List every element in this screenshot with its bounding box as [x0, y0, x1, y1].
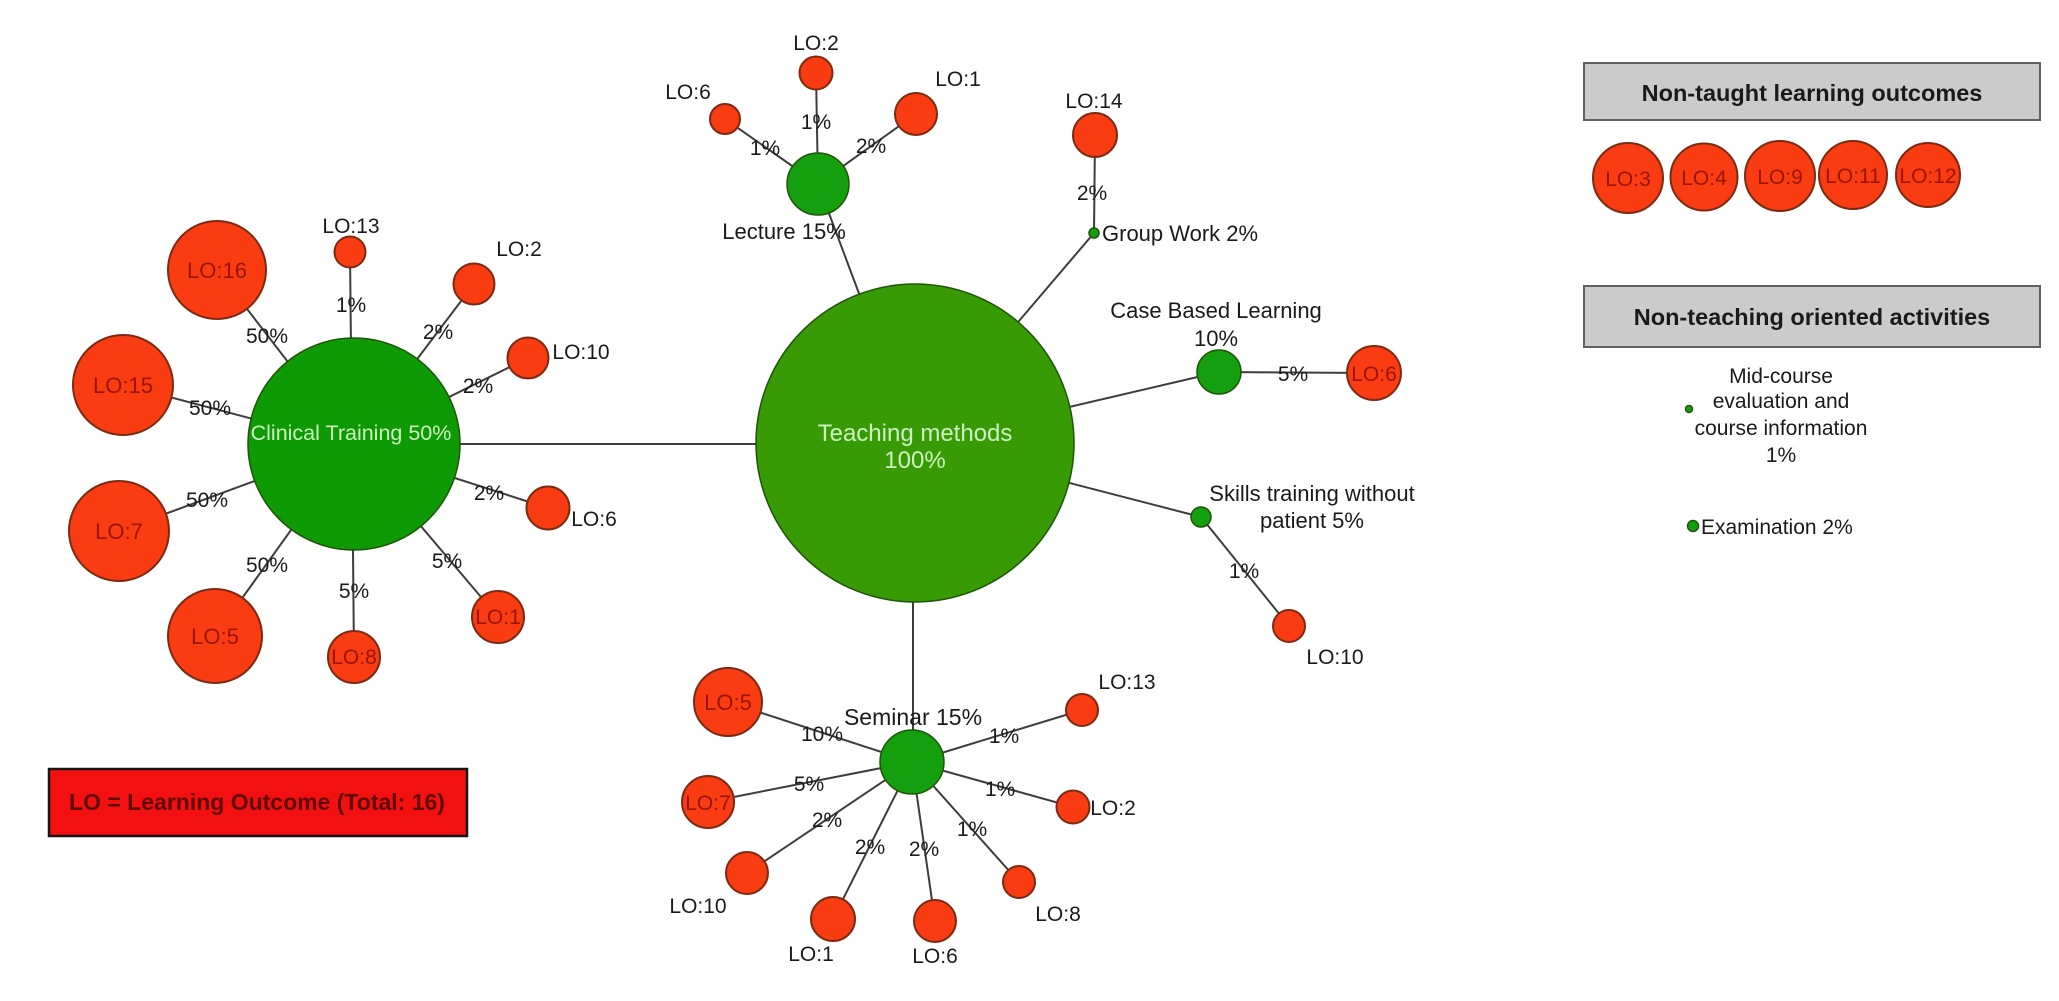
svg-text:LO:2: LO:2	[496, 238, 542, 261]
svg-text:Lecture 15%: Lecture 15%	[722, 219, 846, 244]
svg-text:2%: 2%	[909, 838, 939, 861]
svg-text:LO:14: LO:14	[1065, 90, 1123, 113]
svg-text:1%: 1%	[989, 725, 1019, 748]
svg-text:Examination 2%: Examination 2%	[1701, 516, 1853, 539]
svg-text:LO:13: LO:13	[322, 215, 379, 238]
svg-text:LO:1: LO:1	[788, 943, 834, 966]
svg-text:LO:10: LO:10	[669, 895, 726, 918]
svg-text:LO:2: LO:2	[793, 32, 839, 55]
svg-text:Group Work 2%: Group Work 2%	[1102, 221, 1258, 246]
svg-text:50%: 50%	[246, 325, 288, 348]
svg-text:LO = Learning Outcome (Total:: LO = Learning Outcome (Total: 16)	[69, 789, 445, 815]
svg-text:Case Based Learning: Case Based Learning	[1110, 298, 1322, 323]
svg-text:evaluation and: evaluation and	[1713, 390, 1850, 413]
svg-text:LO:8: LO:8	[1035, 903, 1081, 926]
svg-text:5%: 5%	[432, 550, 462, 573]
svg-text:2%: 2%	[423, 321, 453, 344]
svg-text:10%: 10%	[801, 723, 843, 746]
svg-text:2%: 2%	[812, 809, 842, 832]
svg-text:patient 5%: patient 5%	[1260, 508, 1364, 533]
svg-text:LO:3: LO:3	[1605, 168, 1651, 191]
svg-text:LO:6: LO:6	[1351, 363, 1397, 386]
svg-text:5%: 5%	[1278, 363, 1308, 386]
svg-text:2%: 2%	[855, 836, 885, 859]
svg-text:LO:5: LO:5	[191, 624, 239, 649]
svg-text:LO:11: LO:11	[1825, 165, 1881, 188]
svg-text:1%: 1%	[801, 111, 831, 134]
svg-text:Teaching methods: Teaching methods	[818, 420, 1013, 447]
svg-text:Non-teaching oriented activiti: Non-teaching oriented activities	[1634, 304, 1990, 330]
svg-text:LO:10: LO:10	[552, 341, 609, 364]
svg-text:LO:9: LO:9	[1757, 166, 1803, 189]
svg-text:LO:13: LO:13	[1098, 671, 1155, 694]
svg-text:50%: 50%	[189, 397, 231, 420]
svg-text:LO:10: LO:10	[1306, 646, 1363, 669]
svg-text:LO:6: LO:6	[665, 81, 711, 104]
svg-text:Skills training without: Skills training without	[1209, 481, 1414, 506]
svg-text:LO:7: LO:7	[95, 519, 143, 544]
svg-text:5%: 5%	[339, 580, 369, 603]
svg-text:1%: 1%	[1229, 560, 1259, 583]
svg-text:LO:16: LO:16	[187, 258, 247, 283]
svg-text:2%: 2%	[474, 482, 504, 505]
svg-text:Non-taught learning outcomes: Non-taught learning outcomes	[1642, 80, 1983, 106]
svg-text:LO:6: LO:6	[571, 508, 617, 531]
svg-text:1%: 1%	[336, 294, 366, 317]
svg-text:Seminar 15%: Seminar 15%	[844, 704, 982, 730]
svg-text:LO:5: LO:5	[704, 690, 752, 715]
svg-text:100%: 100%	[884, 447, 945, 474]
svg-text:Clinical Training 50%: Clinical Training 50%	[251, 421, 452, 445]
svg-text:1%: 1%	[985, 778, 1015, 801]
svg-text:LO:1: LO:1	[475, 606, 521, 629]
svg-text:2%: 2%	[463, 375, 493, 398]
svg-text:Mid-course: Mid-course	[1729, 365, 1833, 388]
svg-text:LO:6: LO:6	[912, 945, 958, 968]
svg-text:1%: 1%	[957, 818, 987, 841]
svg-text:2%: 2%	[856, 135, 886, 158]
svg-text:LO:1: LO:1	[935, 68, 981, 91]
svg-text:1%: 1%	[1766, 444, 1796, 467]
svg-text:50%: 50%	[246, 554, 288, 577]
svg-text:LO:2: LO:2	[1090, 797, 1136, 820]
svg-text:LO:4: LO:4	[1681, 167, 1727, 190]
svg-text:10%: 10%	[1194, 326, 1238, 351]
svg-text:5%: 5%	[794, 773, 824, 796]
svg-text:LO:15: LO:15	[93, 373, 153, 398]
svg-text:LO:7: LO:7	[685, 792, 731, 815]
svg-text:2%: 2%	[1077, 182, 1107, 205]
svg-text:LO:8: LO:8	[331, 646, 377, 669]
svg-text:1%: 1%	[750, 137, 780, 160]
svg-text:course information: course information	[1695, 417, 1868, 440]
svg-text:50%: 50%	[186, 489, 228, 512]
svg-text:LO:12: LO:12	[1899, 165, 1956, 188]
